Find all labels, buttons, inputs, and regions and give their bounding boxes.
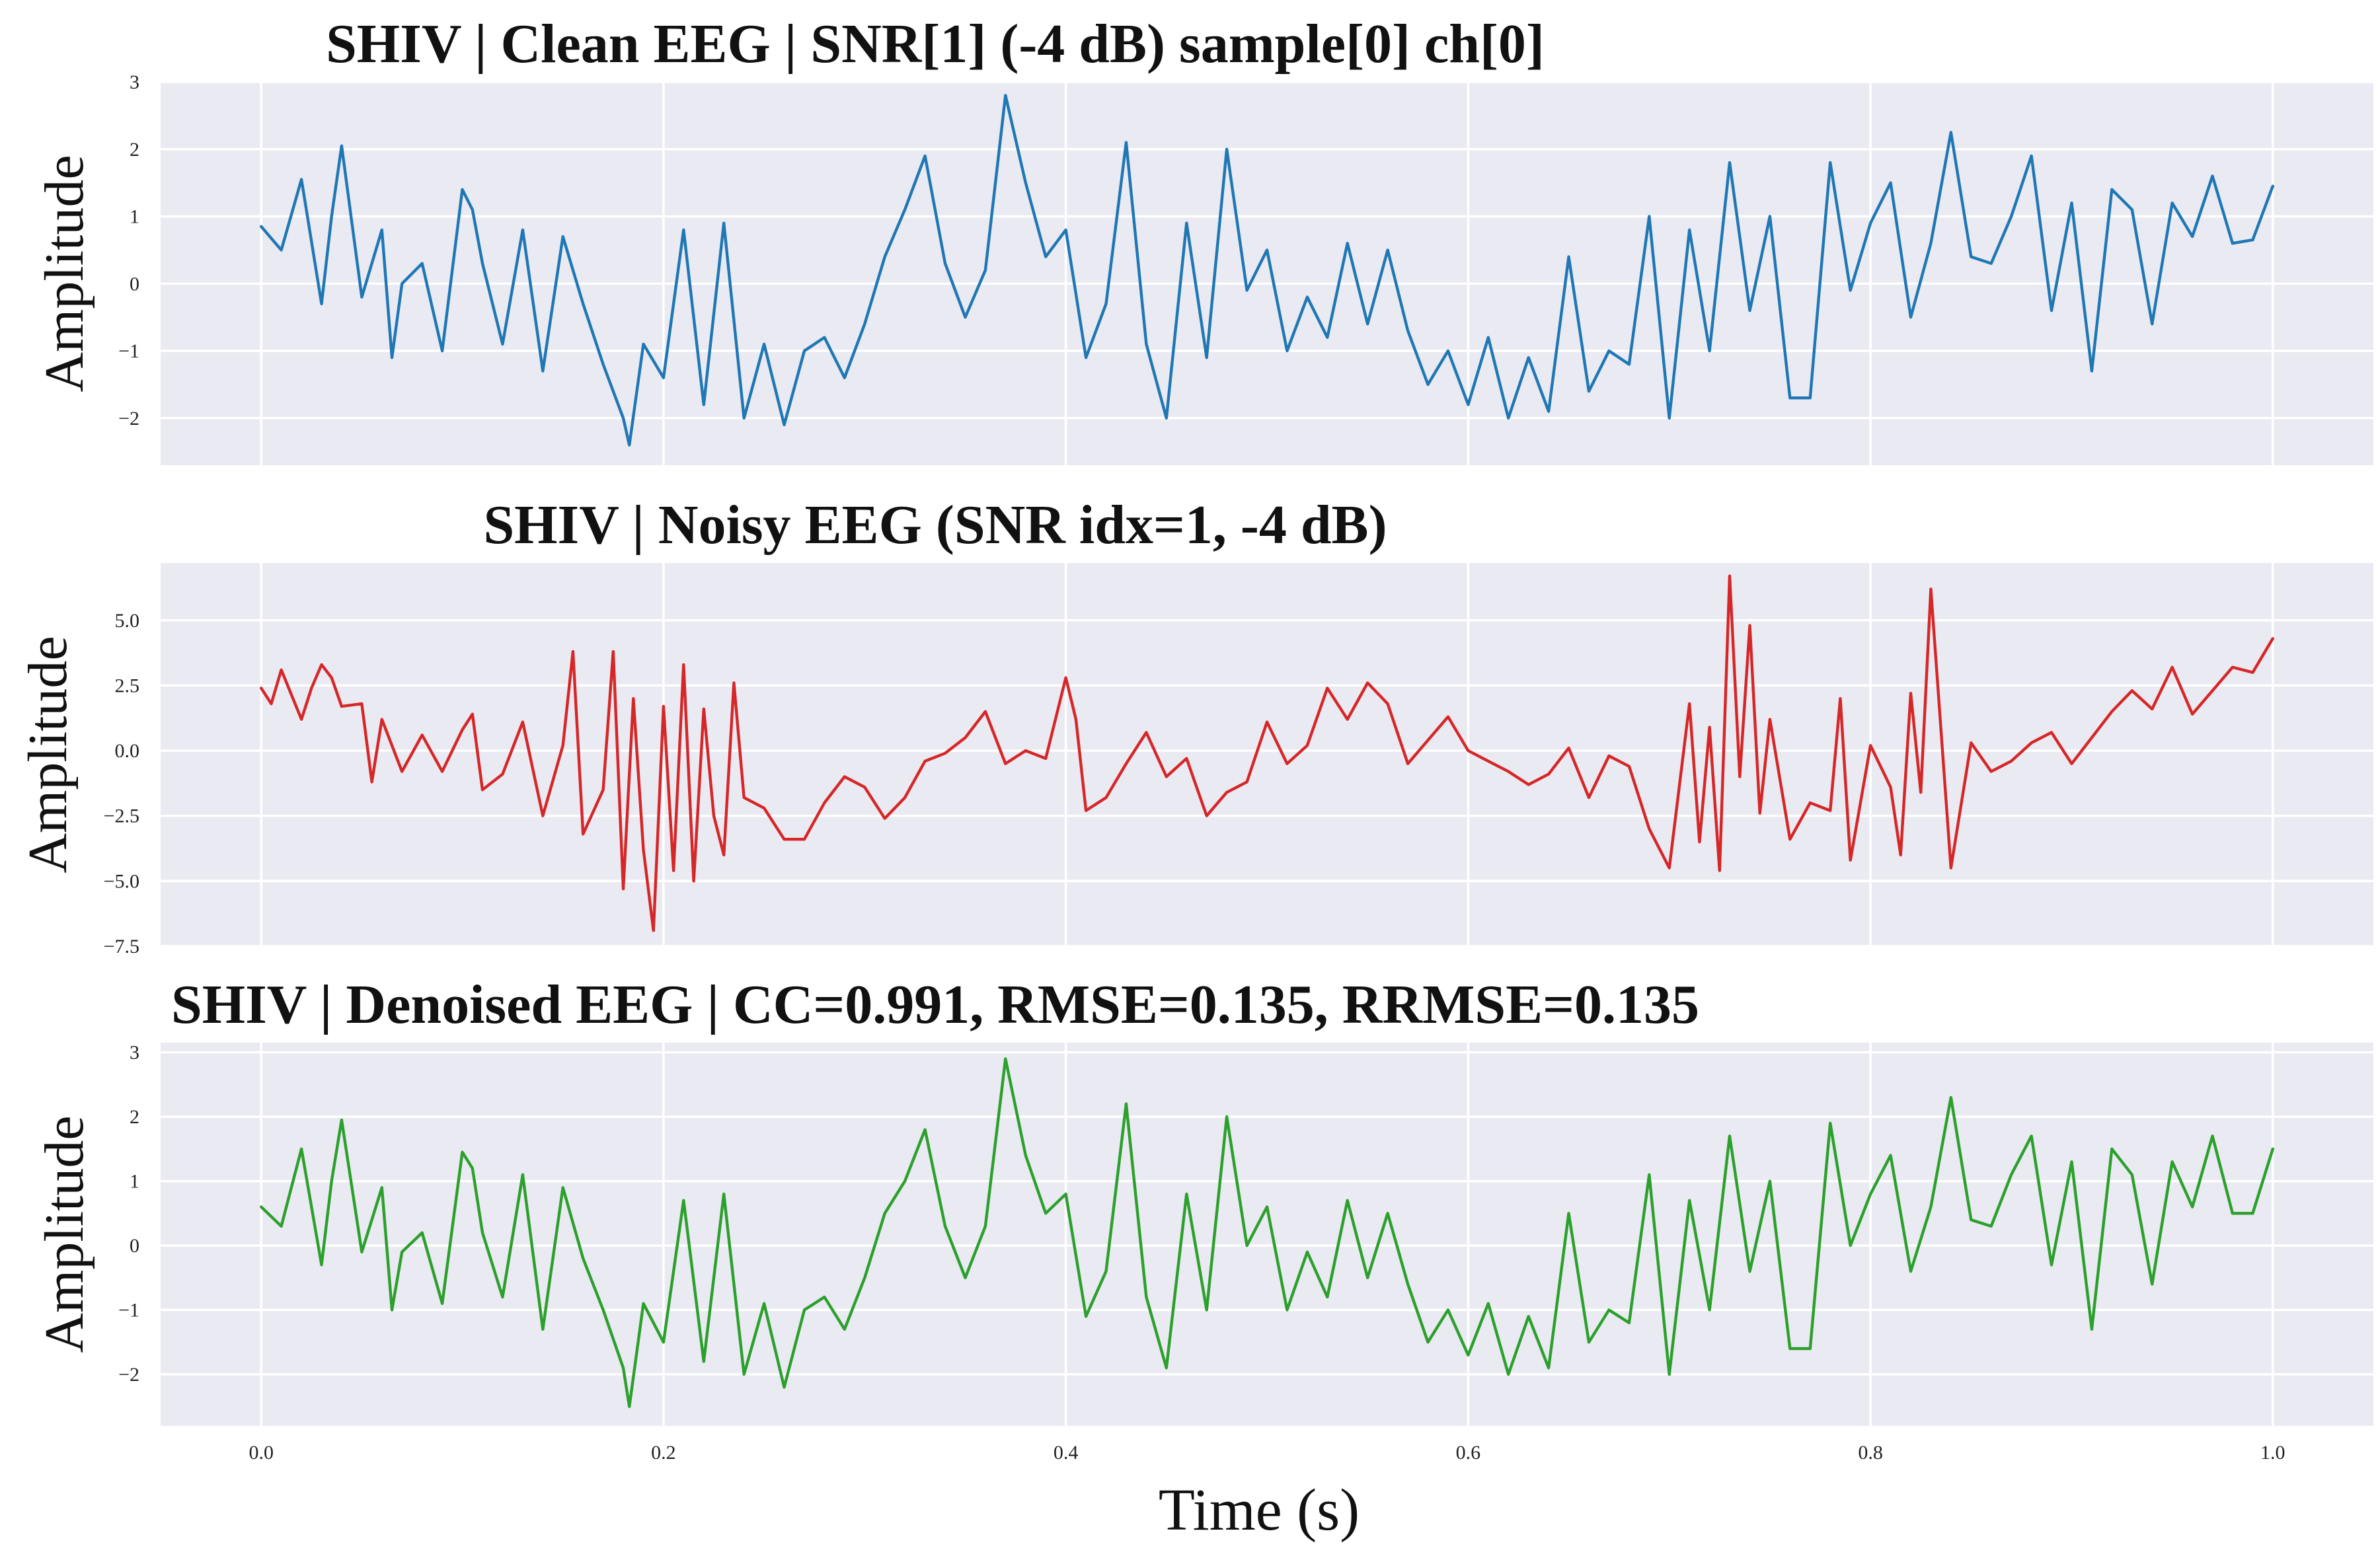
panel-clean-grid: [161, 81, 2373, 465]
panel-noisy: SHIV | Noisy EEG (SNR idx=1, -4 dB) −7.5…: [17, 494, 2373, 957]
x-tick-label: 0.6: [1456, 1442, 1481, 1464]
panel-denoised: SHIV | Denoised EEG | CC=0.991, RMSE=0.1…: [34, 974, 2373, 1543]
y-tick-label: 2: [130, 139, 139, 161]
x-tick-label: 1.0: [2260, 1442, 2285, 1464]
panel-noisy-series: [260, 574, 2274, 932]
y-tick-label: 2.5: [115, 675, 140, 696]
panel-denoised-ylabel: Amplitude: [34, 1115, 95, 1353]
x-tick-label: 0.2: [651, 1442, 676, 1464]
y-tick-label: −1: [118, 340, 139, 362]
y-tick-label: −2.5: [104, 805, 139, 827]
y-tick-label: 1: [130, 206, 139, 228]
panel-clean-y-ticks: −2 −1 0 1 2 3: [118, 71, 139, 429]
panel-clean-ylabel: Amplitude: [34, 155, 95, 392]
panel-noisy-grid: [161, 563, 2373, 948]
y-tick-label: 0: [130, 273, 139, 295]
panel-clean-title: SHIV | Clean EEG | SNR[1] (-4 dB) sample…: [326, 13, 1545, 75]
y-tick-label: 0.0: [115, 740, 140, 762]
panel-clean-series: [260, 94, 2274, 447]
panel-noisy-ylabel: Amplitude: [17, 636, 79, 873]
panel-noisy-title: SHIV | Noisy EEG (SNR idx=1, -4 dB): [483, 494, 1387, 556]
series-line: [260, 574, 2274, 932]
x-tick-label: 0.0: [249, 1442, 274, 1464]
y-tick-label: 3: [130, 1042, 139, 1064]
x-tick-label: 0.8: [1858, 1442, 1883, 1464]
y-tick-label: 0: [130, 1235, 139, 1257]
panel-noisy-y-ticks: −7.5 −5.0 −2.5 0.0 2.5 5.0: [104, 610, 139, 957]
panel-denoised-xlabel: Time (s): [1159, 1477, 1360, 1543]
panel-clean-plot-area: [161, 82, 2373, 465]
y-tick-label: −2: [118, 1364, 139, 1386]
y-tick-label: −1: [118, 1300, 139, 1321]
panel-denoised-plot-area: [161, 1043, 2373, 1426]
series-line: [260, 94, 2274, 447]
y-tick-label: −7.5: [104, 936, 139, 957]
series-line: [260, 1057, 2274, 1408]
panel-denoised-y-ticks: −2 −1 0 1 2 3: [118, 1042, 139, 1386]
panel-clean: SHIV | Clean EEG | SNR[1] (-4 dB) sample…: [34, 13, 2373, 465]
panel-denoised-grid: [161, 1043, 2373, 1426]
y-tick-label: −5.0: [104, 870, 139, 892]
y-tick-label: 5.0: [115, 610, 140, 632]
y-tick-label: 2: [130, 1106, 139, 1128]
y-tick-label: 3: [130, 71, 139, 93]
panel-denoised-series: [260, 1057, 2274, 1408]
y-tick-label: −2: [118, 408, 139, 429]
panel-denoised-x-ticks: 0.0 0.2 0.4 0.6 0.8 1.0: [249, 1442, 2285, 1464]
panel-denoised-title: SHIV | Denoised EEG | CC=0.991, RMSE=0.1…: [171, 974, 1699, 1035]
x-tick-label: 0.4: [1054, 1442, 1079, 1464]
y-tick-label: 1: [130, 1171, 139, 1193]
